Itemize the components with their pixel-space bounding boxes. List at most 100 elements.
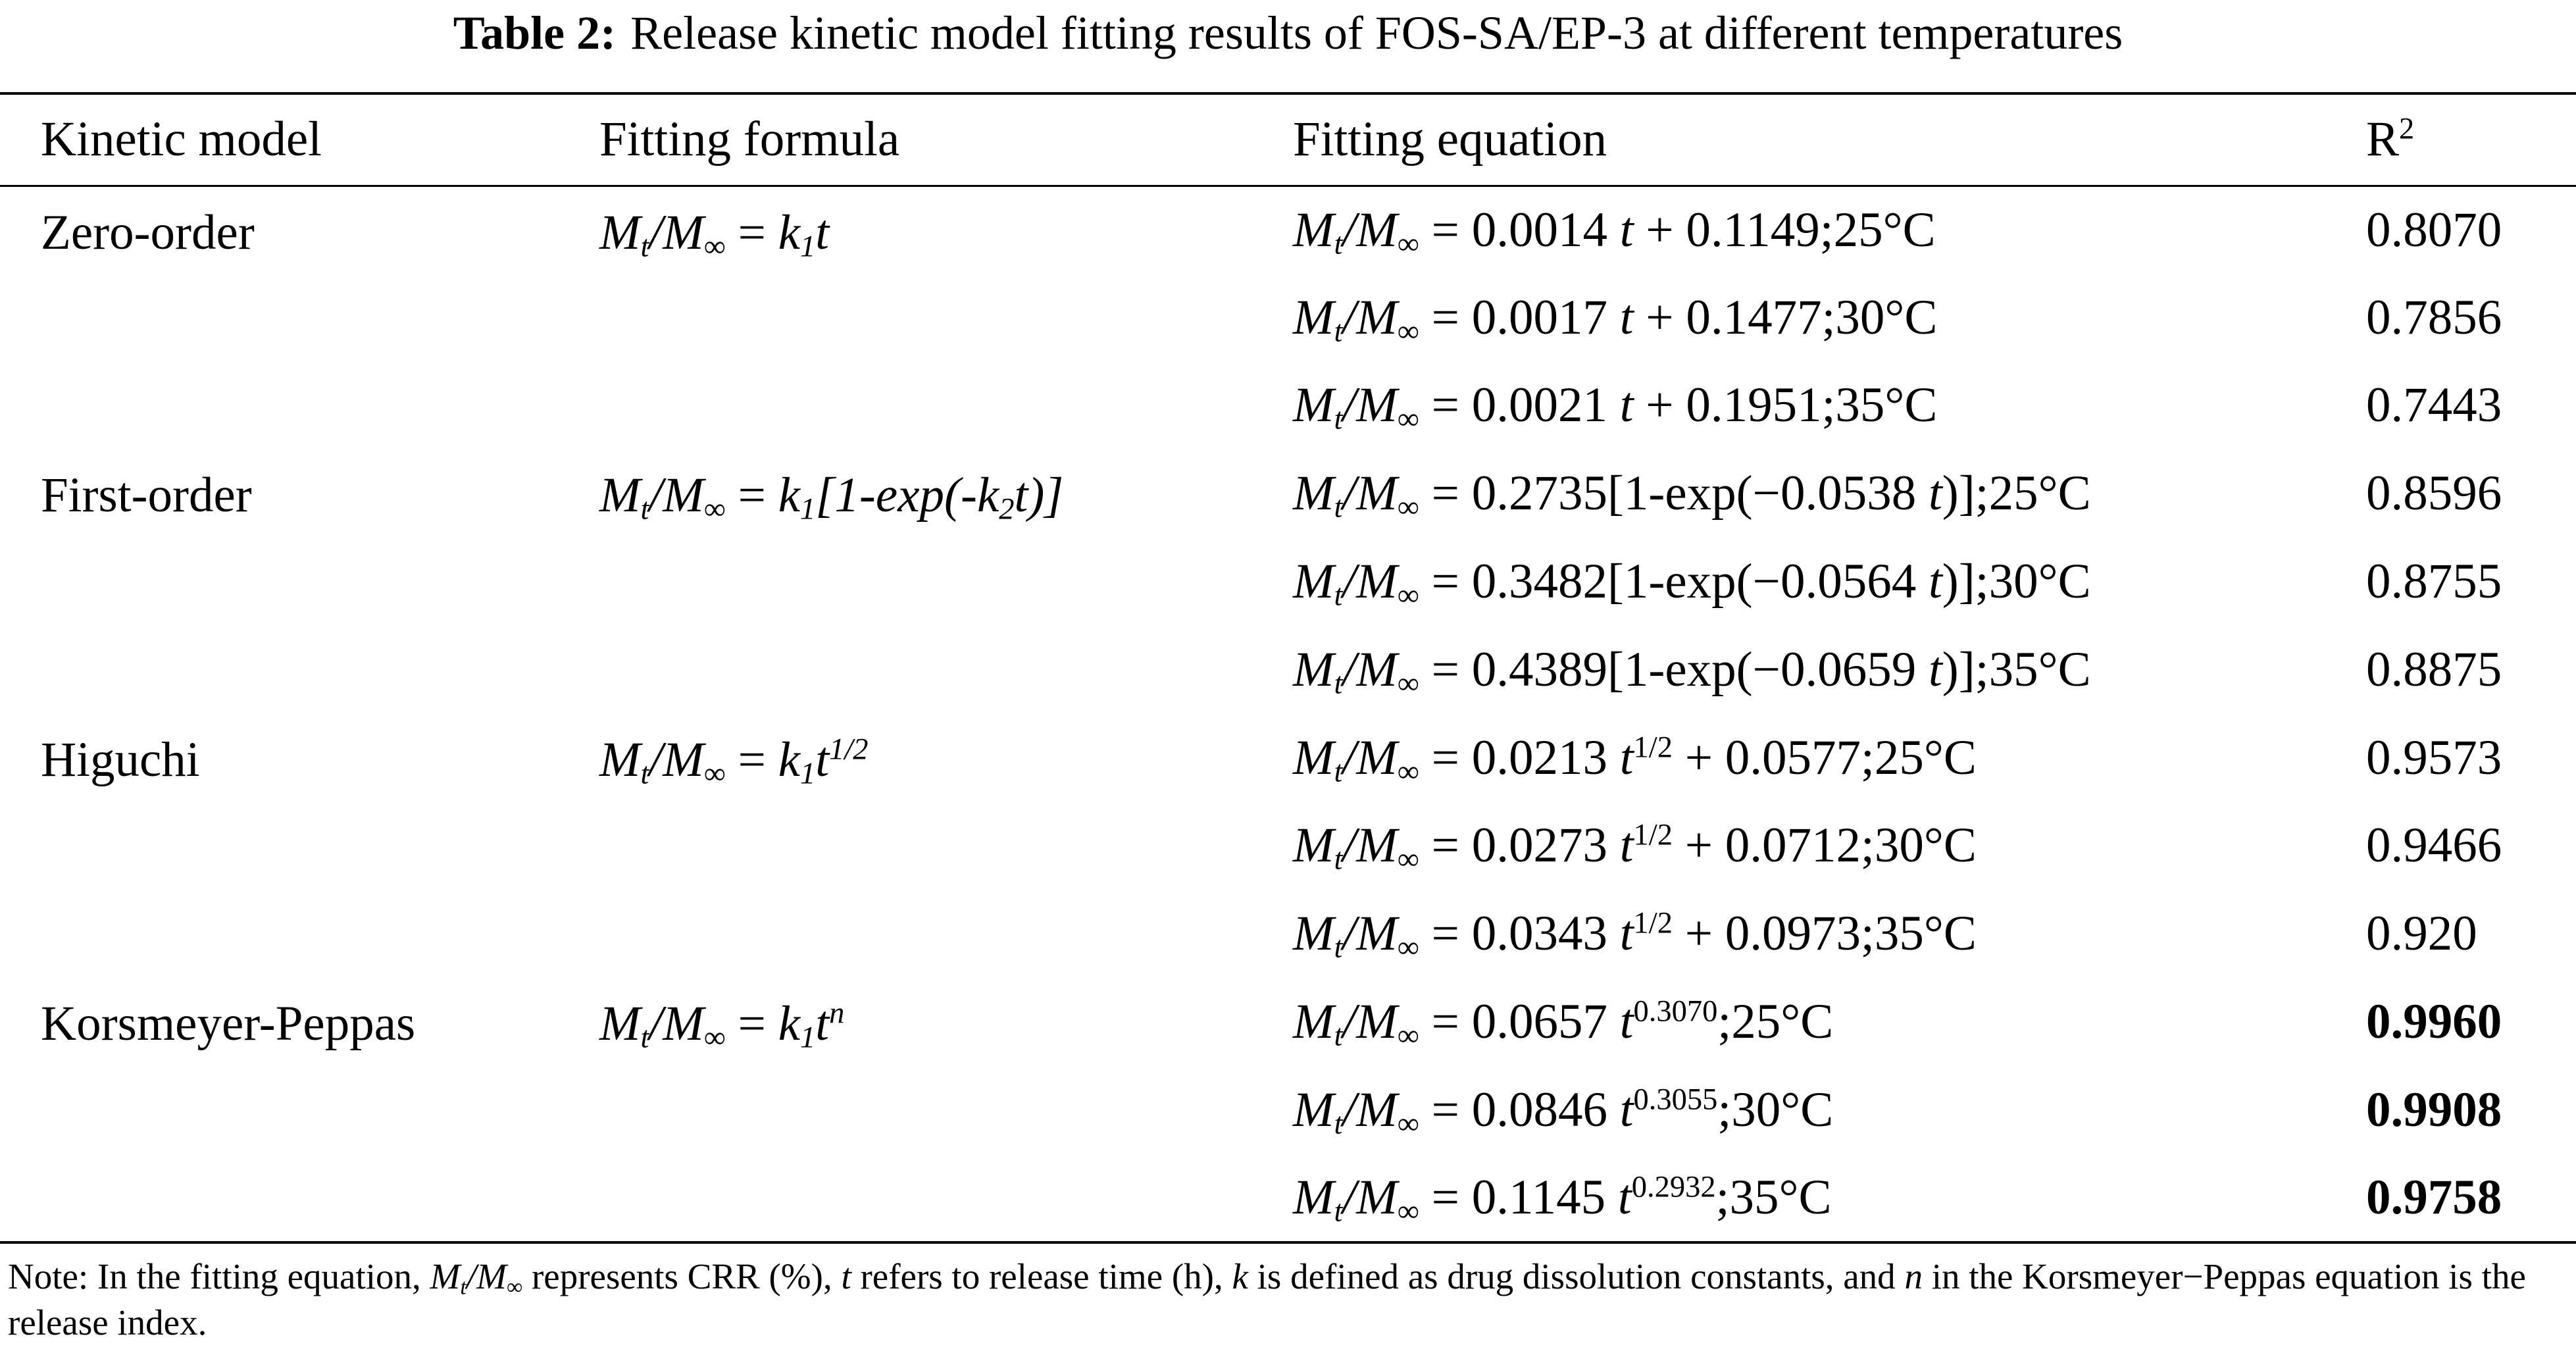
r2-cell: 0.8070 — [2366, 186, 2576, 274]
text-run: M — [1293, 642, 1334, 697]
r2-cell: 0.9960 — [2366, 978, 2576, 1066]
text-run: n — [829, 996, 845, 1031]
text-run: t — [640, 757, 649, 791]
text-run: 1/2 — [1633, 906, 1673, 940]
text-run: n — [1904, 1256, 1923, 1296]
text-run: = — [725, 468, 778, 523]
header-cell: R2 — [2366, 93, 2576, 186]
table-row: Mt/M∞ = 0.0017 t + 0.1477;30°C 0.7856 — [0, 274, 2576, 362]
text-run: = — [725, 205, 778, 260]
text-run: M — [599, 732, 641, 787]
text-run: M — [599, 996, 641, 1052]
text-run: 1 — [800, 230, 816, 264]
text-run: is defined as drug dissolution constants… — [1248, 1256, 1905, 1296]
r2-value: 0.9573 — [2366, 730, 2502, 785]
text-run: R — [2366, 112, 2400, 167]
text-run: ∞ — [1397, 1107, 1419, 1141]
r2-value: 0.8070 — [2366, 202, 2502, 257]
text-run: ∞ — [1397, 490, 1419, 524]
table-body: Zero-order Mt/M∞ = k1t Mt/M∞ = 0.0014 t + … — [0, 186, 2576, 1242]
text-run: in the Korsmeyer−Peppas equation is the … — [8, 1256, 2526, 1342]
text-run: Kinetic model — [41, 112, 322, 167]
text-run: = 0.1145 — [1419, 1169, 1618, 1225]
text-run: 0.3070 — [1633, 994, 1718, 1029]
text-run: /M — [1342, 554, 1398, 609]
text-run: t — [841, 1256, 851, 1296]
table-row: Mt/M∞ = 0.3482[1-exp(−0.0564 t)];30°C 0.8… — [0, 538, 2576, 626]
text-run: M — [599, 205, 641, 260]
table-caption: Release kinetic model fitting results of… — [630, 7, 2123, 59]
text-run: ∞ — [703, 230, 726, 264]
model-cell: First-order — [0, 449, 599, 713]
text-run: = 0.2735[1-exp(−0.0538 — [1419, 466, 1929, 521]
table-row: Higuchi Mt/M∞ = k1t1/2 Mt/M∞ = 0.0213 t1/2… — [0, 714, 2576, 802]
text-run: refers to release time (h), — [851, 1256, 1232, 1296]
text-run: 1/2 — [829, 732, 869, 767]
formula-cell: Mt/M∞ = k1tn — [599, 978, 1293, 1242]
table-row: Mt/M∞ = 0.0021 t + 0.1951;35°C 0.7443 — [0, 362, 2576, 450]
text-run: t — [1619, 202, 1634, 257]
text-run: M — [1293, 1082, 1334, 1137]
equation-cell: Mt/M∞ = 0.1145 t0.2932;35°C — [1293, 1154, 2366, 1242]
text-run: ∞ — [1397, 667, 1419, 701]
text-run: 1 — [800, 757, 816, 791]
equation-cell: Mt/M∞ = 0.2735[1-exp(−0.0538 t)];25°C — [1293, 449, 2366, 538]
text-run: t — [1334, 1019, 1343, 1053]
text-run: ∞ — [703, 757, 726, 791]
text-run: ∞ — [1397, 755, 1419, 789]
table-title: Table 2: Release kinetic model fitting re… — [0, 0, 2576, 93]
r2-value: 0.9758 — [2366, 1169, 2502, 1225]
text-run: t — [1334, 1107, 1343, 1141]
r2-value: 0.9960 — [2366, 994, 2502, 1050]
text-run: ∞ — [506, 1275, 523, 1300]
text-run: k — [778, 468, 800, 523]
header-cell: Fitting equation — [1293, 93, 2366, 186]
text-run: t — [1334, 490, 1343, 524]
text-run: t — [1619, 818, 1634, 873]
table: Kinetic model Fitting formula Fitting equa… — [0, 92, 2576, 1244]
text-run: + 0.0973;35°C — [1672, 906, 1977, 961]
header-cell: Fitting formula — [599, 93, 1293, 186]
equation-cell: Mt/M∞ = 0.0213 t1/2 + 0.0577;25°C — [1293, 714, 2366, 802]
text-run: 1/2 — [1633, 818, 1673, 852]
equation-cell: Mt/M∞ = 0.0273 t1/2 + 0.0712;30°C — [1293, 802, 2366, 890]
text-run: t — [1928, 642, 1942, 697]
text-run: k — [778, 732, 800, 787]
text-run: = 0.0021 — [1419, 378, 1620, 433]
text-run: = 0.0017 — [1419, 290, 1620, 345]
text-run: t — [640, 1021, 649, 1055]
r2-value: 0.9466 — [2366, 818, 2502, 873]
text-run: t — [1928, 466, 1942, 521]
text-run: M — [1293, 1169, 1334, 1225]
text-run: ∞ — [703, 1021, 726, 1055]
text-run: M — [1293, 994, 1334, 1050]
text-run: [1-exp(-k — [815, 468, 999, 523]
formula-cell: Mt/M∞ = k1t — [599, 186, 1293, 449]
table-row: Mt/M∞ = 0.0273 t1/2 + 0.0712;30°C 0.9466 — [0, 802, 2576, 890]
text-run: t — [640, 493, 649, 527]
table-row: First-order Mt/M∞ = k1[1-exp(-k2t)] Mt/M∞ … — [0, 449, 2576, 538]
text-run: + 0.1149;25°C — [1633, 202, 1936, 257]
table-row: Mt/M∞ = 0.4389[1-exp(−0.0659 t)];35°C 0.8… — [0, 626, 2576, 714]
header-cell: Kinetic model — [0, 93, 599, 186]
text-run: ∞ — [1397, 931, 1419, 965]
text-run: t — [1334, 931, 1343, 965]
text-run: t — [815, 996, 830, 1052]
text-run: Fitting equation — [1293, 112, 1607, 167]
text-run: t — [1334, 1194, 1343, 1229]
r2-value: 0.7856 — [2366, 290, 2502, 345]
text-run: /M — [1342, 818, 1398, 873]
text-run: t — [1619, 378, 1634, 433]
text-run: t — [1619, 1082, 1634, 1137]
text-run: 0.3055 — [1633, 1083, 1718, 1117]
text-run: /M — [1342, 378, 1398, 433]
text-run: ;25°C — [1717, 994, 1834, 1050]
r2-value: 0.8875 — [2366, 642, 2502, 697]
text-run: = 0.0343 — [1419, 906, 1620, 961]
text-run: /M — [1342, 642, 1398, 697]
text-run: t — [1619, 994, 1634, 1050]
text-run: = 0.3482[1-exp(−0.0564 — [1419, 554, 1929, 609]
text-run: /M — [466, 1256, 507, 1296]
text-run: /M — [649, 996, 704, 1052]
text-run: /M — [1342, 994, 1398, 1050]
